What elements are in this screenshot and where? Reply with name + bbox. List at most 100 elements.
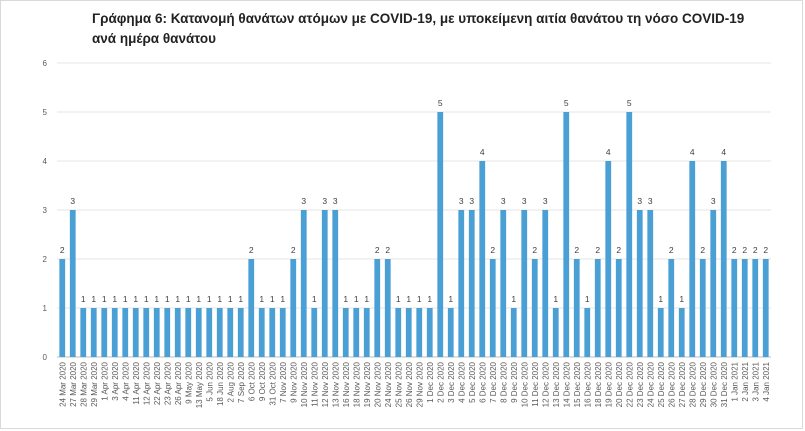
y-tick-label: 0	[43, 353, 48, 362]
bar	[164, 308, 171, 357]
bar	[153, 308, 160, 357]
bar	[710, 210, 717, 357]
x-tick-label: 4 Apr 2020	[121, 361, 130, 400]
data-label: 2	[753, 245, 758, 255]
x-tick-label: 11 Apr 2020	[132, 361, 141, 404]
bar	[384, 259, 391, 357]
bar	[206, 308, 213, 357]
x-tick-label: 7 Dec 2020	[489, 361, 498, 402]
x-tick-label: 10 Dec 2020	[520, 361, 529, 407]
x-tick-label: 26 Dec 2020	[667, 361, 676, 407]
bar	[395, 308, 402, 357]
x-tick-label: 30 Dec 2020	[709, 361, 718, 407]
x-tick-label: 6 Oct 2020	[247, 361, 256, 401]
bar	[363, 308, 370, 357]
x-tick-label: 3 Jan 2021	[751, 361, 760, 401]
data-label: 2	[249, 245, 254, 255]
data-label: 2	[375, 245, 380, 255]
x-tick-label: 1 Dec 2020	[426, 361, 435, 402]
x-tick-label: 26 Nov 2020	[405, 361, 414, 407]
bar	[689, 161, 696, 357]
x-tick-label: 2 Jan 2021	[741, 361, 750, 401]
bar	[752, 259, 759, 357]
bar	[216, 308, 223, 357]
bar	[531, 259, 538, 357]
x-tick-label: 28 Mar 2020	[79, 361, 88, 406]
bar	[101, 308, 108, 357]
data-label: 2	[490, 245, 495, 255]
x-tick-label: 1 Jan 2021	[730, 361, 739, 401]
x-tick-label: 27 Mar 2020	[69, 361, 78, 406]
bar	[416, 308, 423, 357]
data-label: 2	[532, 245, 537, 255]
x-tick-label: 7 Nov 2020	[279, 361, 288, 402]
data-label: 3	[459, 196, 464, 206]
bar	[573, 259, 580, 357]
data-label: 1	[123, 294, 128, 304]
bar	[563, 112, 570, 357]
bar	[300, 210, 307, 357]
bar	[731, 259, 738, 357]
x-tick-label: 19 Nov 2020	[363, 361, 372, 407]
data-label: 1	[238, 294, 243, 304]
bar	[122, 308, 129, 357]
chart-title: Γράφημα 6: Κατανομή θανάτων ατόμων με CO…	[92, 11, 745, 46]
data-label: 1	[679, 294, 684, 304]
bar	[668, 259, 675, 357]
bar	[143, 308, 150, 357]
x-tick-label: 11 Dec 2020	[531, 361, 540, 406]
data-label: 2	[669, 245, 674, 255]
bar	[647, 210, 654, 357]
x-tick-label: 29 Dec 2020	[699, 361, 708, 407]
data-label: 1	[102, 294, 107, 304]
data-label: 3	[637, 196, 642, 206]
bar	[605, 161, 612, 357]
bar	[59, 259, 66, 357]
data-label: 4	[690, 147, 695, 157]
data-label: 1	[354, 294, 359, 304]
x-tick-label: 1 Apr 2020	[100, 361, 109, 400]
data-label: 1	[165, 294, 170, 304]
x-tick-label: 18 Jun 2020	[216, 361, 225, 406]
data-label: 1	[511, 294, 516, 304]
data-label: 1	[91, 294, 96, 304]
bar	[374, 259, 381, 357]
data-label: 2	[574, 245, 579, 255]
x-tick-label: 20 Nov 2020	[373, 361, 382, 407]
bar	[290, 259, 297, 357]
x-tick-label: 6 Dec 2020	[478, 361, 487, 402]
data-label: 1	[406, 294, 411, 304]
data-label: 2	[595, 245, 600, 255]
x-tick-label: 18 Nov 2020	[352, 361, 361, 407]
x-tick-label: 12 Dec 2020	[541, 361, 550, 407]
data-label: 2	[700, 245, 705, 255]
bar	[90, 308, 97, 357]
data-label: 3	[711, 196, 716, 206]
x-tick-label: 9 May 2020	[184, 361, 193, 403]
x-tick-label: 20 Dec 2020	[615, 361, 624, 407]
bar	[626, 112, 633, 357]
data-label: 2	[291, 245, 296, 255]
x-tick-label: 3 Dec 2020	[447, 361, 456, 402]
bar	[699, 259, 706, 357]
data-label: 1	[186, 294, 191, 304]
data-label: 1	[175, 294, 180, 304]
data-label: 3	[543, 196, 548, 206]
x-tick-label: 23 Apr 2020	[163, 361, 172, 405]
x-tick-label: 16 Nov 2020	[342, 361, 351, 407]
data-label: 1	[364, 294, 369, 304]
x-tick-label: 29 Mar 2020	[90, 361, 99, 406]
y-tick-label: 1	[43, 304, 48, 313]
bar	[185, 308, 192, 357]
bar	[720, 161, 727, 357]
x-tick-label: 10 Nov 2020	[300, 361, 309, 407]
data-label: 3	[322, 196, 327, 206]
x-tick-label: 22 Dec 2020	[625, 361, 634, 407]
bar	[741, 259, 748, 357]
bar	[500, 210, 507, 357]
x-tick-label: 9 Nov 2020	[289, 361, 298, 402]
x-tick-label: 15 Dec 2020	[573, 361, 582, 407]
bar	[762, 259, 769, 357]
bar	[636, 210, 643, 357]
